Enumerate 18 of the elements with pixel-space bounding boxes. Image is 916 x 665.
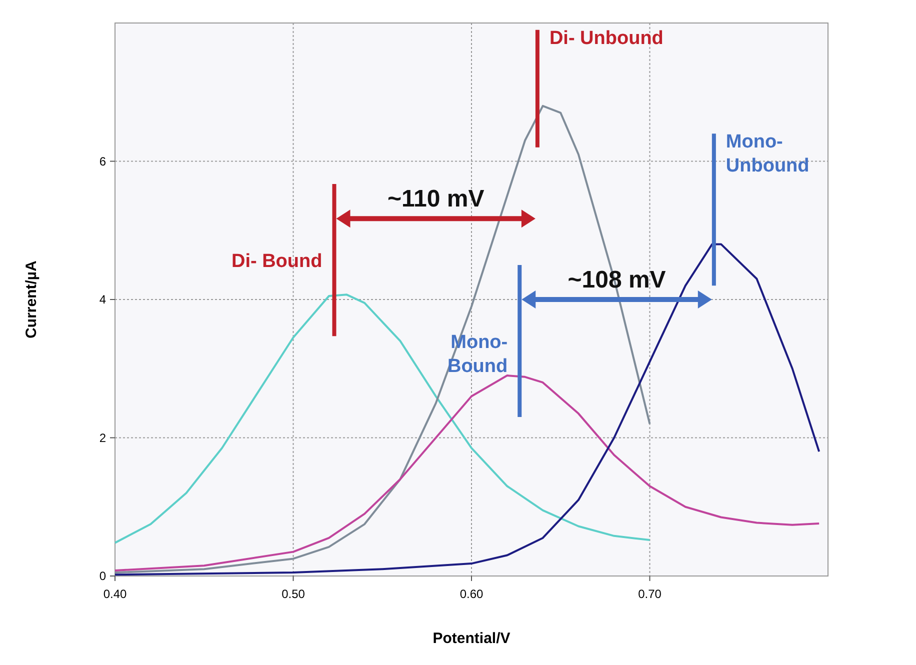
- x-tick-label: 0.50: [282, 587, 306, 601]
- annotation: ~108 mV: [568, 266, 666, 294]
- y-axis-title: Current/µA: [23, 260, 40, 338]
- x-tick-label: 0.60: [460, 587, 484, 601]
- x-tick-label: 0.40: [103, 587, 127, 601]
- y-tick-label: 0: [99, 569, 106, 583]
- line-series: [114, 243, 820, 576]
- y-tick-label: 2: [99, 430, 106, 445]
- annotation: ~110 mV: [387, 186, 484, 213]
- x-tick-label: 0.70: [638, 587, 662, 601]
- ref-line-label: Di- Unbound: [549, 28, 664, 49]
- y-tick-label: 4: [99, 292, 106, 306]
- ref-line-label: Di- Bound: [231, 251, 322, 272]
- x-axis-title: Potential/V: [432, 630, 510, 647]
- line-series: [114, 374, 820, 572]
- ref-line-label: Mono- Unbound: [726, 132, 810, 177]
- line-series: [114, 294, 651, 544]
- y-tick-label: 6: [99, 154, 106, 168]
